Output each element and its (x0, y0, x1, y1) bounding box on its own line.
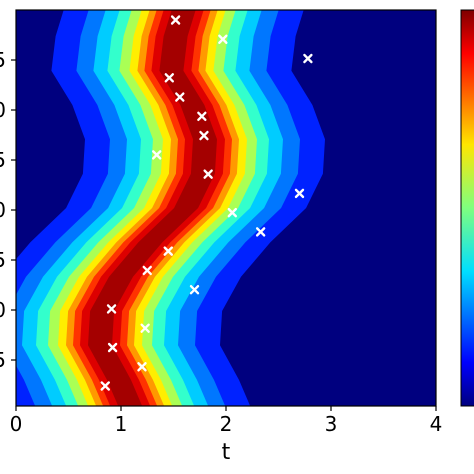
y-tick-label: 5 (0, 48, 6, 72)
x-tick-label: 1 (115, 412, 128, 436)
y-tick-label: 5 (0, 248, 6, 272)
data-marker (100, 381, 110, 391)
data-marker (107, 342, 118, 353)
x-axis-label: t (222, 440, 231, 465)
y-tick-label: 5 (0, 148, 6, 172)
x-tick-label: 4 (430, 412, 443, 436)
x-tick-label: 3 (325, 412, 338, 436)
data-marker (303, 53, 313, 64)
y-tick-label: 0 (0, 298, 6, 322)
data-marker (140, 323, 150, 333)
data-marker (142, 265, 152, 276)
data-marker (218, 34, 228, 44)
x-axis: 0 1 2 3 4 (10, 406, 443, 436)
marker-layer (100, 15, 313, 391)
x-tick-label: 2 (220, 412, 233, 436)
data-marker (255, 227, 266, 237)
colorbar (460, 9, 474, 407)
plot-area (15, 9, 437, 407)
heat-band-9 (88, 10, 217, 406)
data-marker (170, 15, 181, 25)
y-tick-label: 0 (0, 98, 6, 122)
data-marker (137, 362, 147, 372)
data-marker (203, 169, 213, 179)
data-marker (152, 150, 162, 160)
y-tick-label: 0 (0, 198, 6, 222)
x-tick-label: 0 (10, 412, 23, 436)
y-tick-label: 5 (0, 348, 6, 372)
data-marker (189, 284, 200, 295)
data-marker (294, 188, 305, 199)
data-marker (164, 73, 174, 83)
data-marker (227, 207, 237, 218)
data-marker (163, 246, 173, 256)
y-axis: 5 0 5 0 5 0 5 (0, 48, 16, 372)
data-marker (175, 92, 185, 102)
colorbar-gradient (460, 9, 474, 407)
data-marker (197, 111, 207, 122)
data-marker (199, 130, 209, 141)
data-marker (106, 304, 117, 314)
